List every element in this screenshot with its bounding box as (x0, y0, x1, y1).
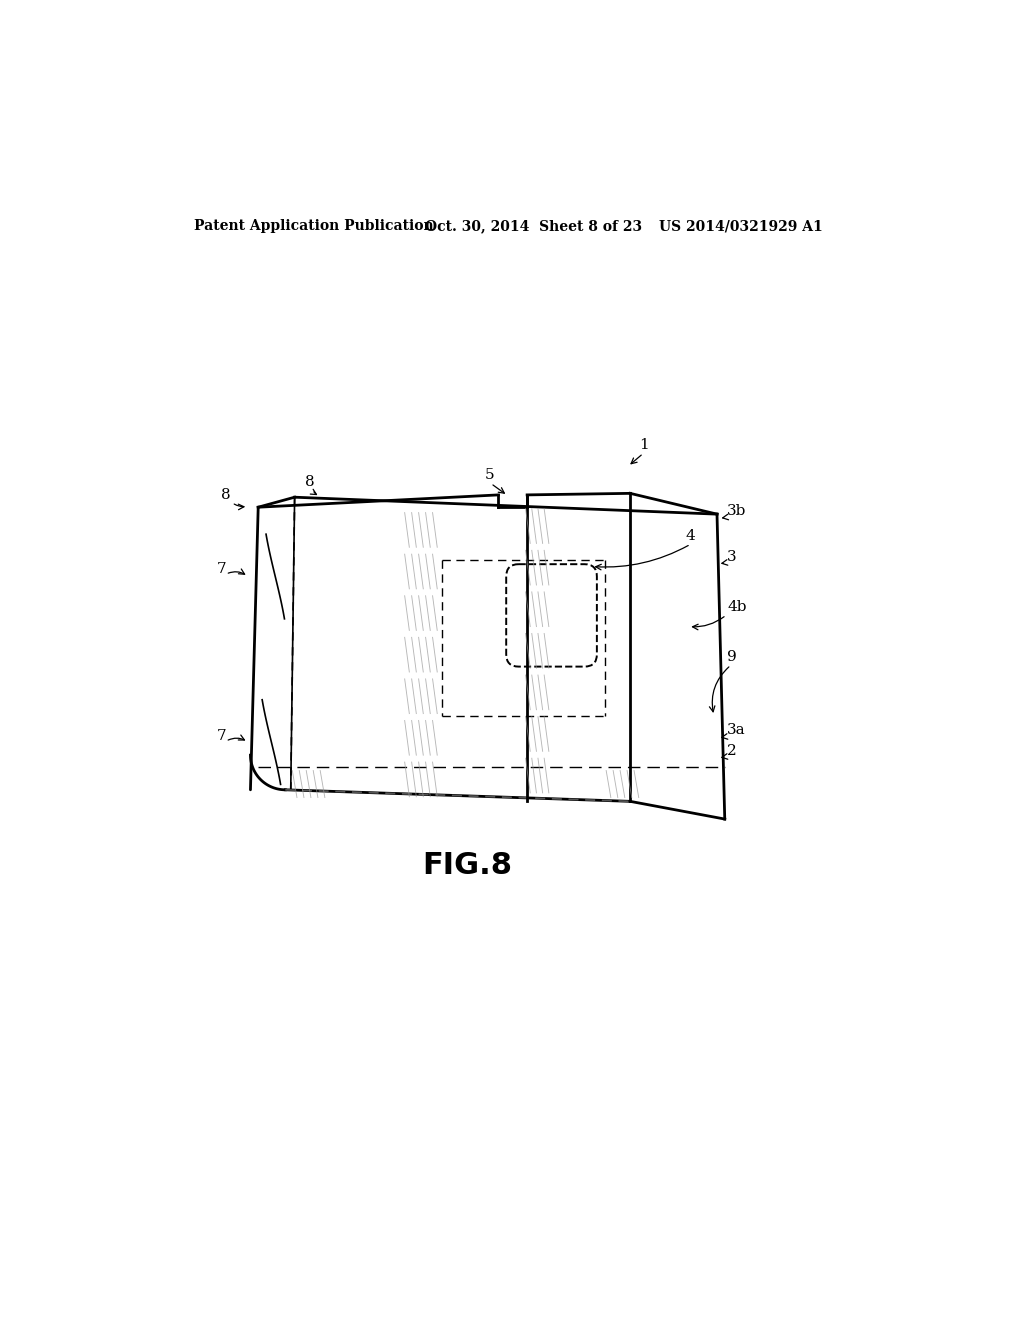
Text: 4b: 4b (727, 601, 746, 614)
Text: US 2014/0321929 A1: US 2014/0321929 A1 (658, 219, 822, 234)
Text: 3a: 3a (727, 723, 745, 738)
Text: Oct. 30, 2014  Sheet 8 of 23: Oct. 30, 2014 Sheet 8 of 23 (425, 219, 642, 234)
Text: 3: 3 (727, 550, 736, 564)
Text: 8: 8 (305, 475, 314, 488)
Text: 8: 8 (221, 488, 230, 502)
Text: 2: 2 (727, 744, 737, 758)
Text: 3b: 3b (727, 504, 746, 517)
Text: 7: 7 (217, 729, 226, 743)
Text: Patent Application Publication: Patent Application Publication (194, 219, 433, 234)
Text: 4: 4 (686, 529, 695, 544)
Text: 1: 1 (640, 438, 649, 453)
Text: 9: 9 (727, 651, 737, 664)
Text: FIG.8: FIG.8 (423, 851, 512, 879)
Text: 7: 7 (217, 562, 226, 576)
Text: 5: 5 (484, 467, 495, 482)
